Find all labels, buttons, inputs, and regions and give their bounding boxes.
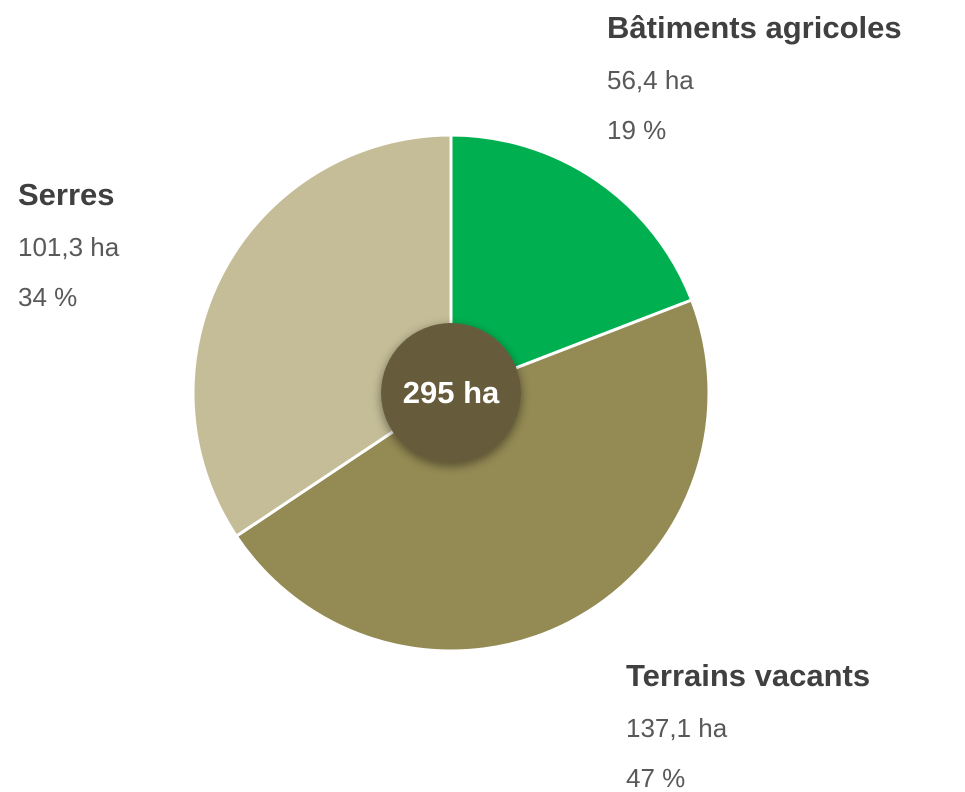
slice-percent-label: 19 % <box>607 115 666 145</box>
center-label: 295 ha <box>403 375 500 410</box>
slice-label: Terrains vacants <box>626 658 870 693</box>
pie-slice <box>191 133 453 539</box>
slice-percent-label: 34 % <box>18 282 77 312</box>
center-circle <box>381 323 521 463</box>
slice-label: Serres <box>18 177 115 212</box>
slice-percent-label: 47 % <box>626 763 685 792</box>
pie-slice <box>234 298 711 653</box>
slice-value-label: 101,3 ha <box>18 232 120 262</box>
pie-slice <box>449 133 694 396</box>
slice-label: Bâtiments agricoles <box>607 10 902 45</box>
slice-value-label: 137,1 ha <box>626 713 728 743</box>
slice-value-label: 56,4 ha <box>607 65 694 95</box>
